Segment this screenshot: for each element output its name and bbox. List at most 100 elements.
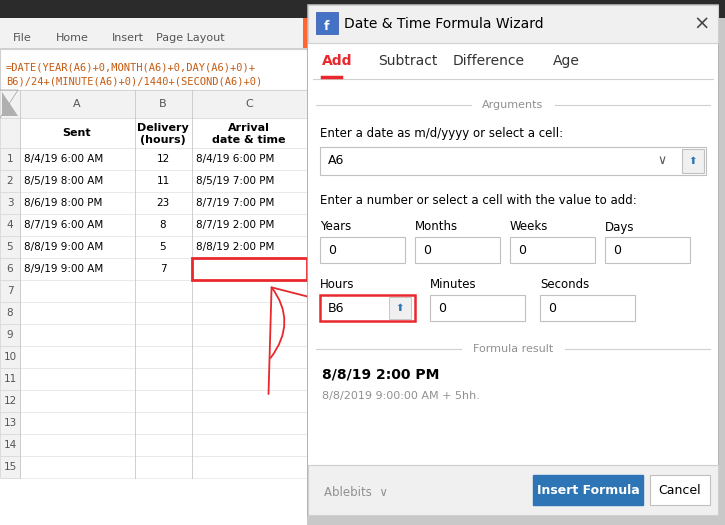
Text: Insert: Insert [112,33,144,43]
FancyBboxPatch shape [0,214,20,236]
FancyBboxPatch shape [0,456,20,478]
Text: 3: 3 [7,198,13,208]
Text: Arguments: Arguments [482,100,544,110]
Text: Home: Home [56,33,88,43]
FancyBboxPatch shape [0,170,20,192]
FancyBboxPatch shape [430,295,525,321]
Text: ⬆: ⬆ [396,303,405,313]
Text: 8/6/19 8:00 PM: 8/6/19 8:00 PM [24,198,102,208]
FancyArrowPatch shape [268,287,375,394]
Text: Weeks: Weeks [510,220,548,234]
FancyBboxPatch shape [0,0,725,18]
FancyBboxPatch shape [0,368,307,390]
FancyBboxPatch shape [0,236,20,258]
Text: Years: Years [320,220,351,234]
Text: 11: 11 [4,374,17,384]
Text: Page Layout: Page Layout [156,33,224,43]
Text: Insert Formula: Insert Formula [536,484,639,497]
FancyBboxPatch shape [0,18,307,48]
Text: 9: 9 [7,330,13,340]
FancyBboxPatch shape [0,148,307,170]
Text: Days: Days [605,220,634,234]
Text: 0: 0 [548,301,556,314]
Text: Enter a number or select a cell with the value to add:: Enter a number or select a cell with the… [320,194,637,207]
FancyBboxPatch shape [308,465,718,515]
Text: 7: 7 [7,286,13,296]
Text: ⬆: ⬆ [689,156,697,166]
FancyBboxPatch shape [0,302,20,324]
FancyBboxPatch shape [303,18,307,48]
Text: 4: 4 [7,220,13,230]
FancyBboxPatch shape [192,258,307,280]
Text: 14: 14 [4,440,17,450]
FancyBboxPatch shape [0,118,307,148]
FancyBboxPatch shape [0,258,20,280]
FancyBboxPatch shape [605,237,690,263]
Text: Cancel: Cancel [659,484,701,497]
FancyBboxPatch shape [0,148,20,170]
Text: B6)/24+(MINUTE(A6)+0)/1440+(SECOND(A6)+0): B6)/24+(MINUTE(A6)+0)/1440+(SECOND(A6)+0… [6,76,262,86]
FancyBboxPatch shape [308,43,718,515]
Text: 8/4/19 6:00 PM: 8/4/19 6:00 PM [196,154,274,164]
FancyBboxPatch shape [0,214,307,236]
Text: 10: 10 [4,352,17,362]
Text: Formula result: Formula result [473,344,553,354]
Text: ∨: ∨ [658,154,666,167]
FancyBboxPatch shape [308,5,718,515]
Text: A6: A6 [328,154,344,167]
Text: 8/9/19 9:00 AM: 8/9/19 9:00 AM [24,264,103,274]
FancyBboxPatch shape [540,295,635,321]
Text: 8/7/19 2:00 PM: 8/7/19 2:00 PM [196,220,274,230]
Text: Add: Add [322,54,352,68]
FancyBboxPatch shape [0,346,307,368]
FancyBboxPatch shape [0,302,307,324]
FancyBboxPatch shape [533,475,643,505]
FancyBboxPatch shape [316,12,338,34]
Text: Arrival: Arrival [228,123,270,133]
Text: 8/8/2019 9:00:00 AM + 5hh.: 8/8/2019 9:00:00 AM + 5hh. [322,391,480,401]
FancyBboxPatch shape [0,434,307,456]
FancyBboxPatch shape [0,390,307,412]
Text: Age: Age [553,54,580,68]
FancyBboxPatch shape [320,237,405,263]
Text: 0: 0 [423,244,431,257]
Text: 8/7/19 7:00 PM: 8/7/19 7:00 PM [196,198,274,208]
FancyBboxPatch shape [0,346,20,368]
Text: File: File [12,33,31,43]
Text: 11: 11 [157,176,170,186]
Polygon shape [2,92,18,116]
Text: Delivery: Delivery [137,123,189,133]
FancyBboxPatch shape [0,324,307,346]
Text: ×: × [694,15,710,34]
FancyBboxPatch shape [682,149,704,173]
Text: 5: 5 [160,242,166,252]
Text: Seconds: Seconds [540,278,589,291]
FancyBboxPatch shape [0,0,307,525]
Text: 6: 6 [7,264,13,274]
FancyBboxPatch shape [389,297,411,319]
Text: 0: 0 [518,244,526,257]
FancyBboxPatch shape [320,147,706,175]
Text: B6: B6 [328,301,344,314]
Text: 8/8/19 9:00 AM: 8/8/19 9:00 AM [24,242,103,252]
FancyBboxPatch shape [510,237,595,263]
Text: 8/5/19 8:00 AM: 8/5/19 8:00 AM [24,176,103,186]
FancyBboxPatch shape [0,170,307,192]
Text: Hours: Hours [320,278,355,291]
FancyBboxPatch shape [0,412,20,434]
Text: =DATE(YEAR(A6)+0,MONTH(A6)+0,DAY(A6)+0)+: =DATE(YEAR(A6)+0,MONTH(A6)+0,DAY(A6)+0)+ [6,63,256,73]
Text: 8: 8 [160,220,166,230]
Text: (hours): (hours) [140,135,186,145]
Text: 23: 23 [157,198,170,208]
Text: 8/5/19 7:00 PM: 8/5/19 7:00 PM [196,176,274,186]
FancyBboxPatch shape [650,475,710,505]
FancyBboxPatch shape [0,390,20,412]
Text: Date & Time Formula Wizard: Date & Time Formula Wizard [344,17,544,31]
FancyBboxPatch shape [0,236,307,258]
FancyBboxPatch shape [0,324,20,346]
Text: Enter a date as m/d/yyyy or select a cell:: Enter a date as m/d/yyyy or select a cel… [320,127,563,140]
Text: Difference: Difference [453,54,525,68]
Text: 12: 12 [157,154,170,164]
Text: Ablebits  ∨: Ablebits ∨ [324,487,388,499]
FancyBboxPatch shape [0,280,20,302]
